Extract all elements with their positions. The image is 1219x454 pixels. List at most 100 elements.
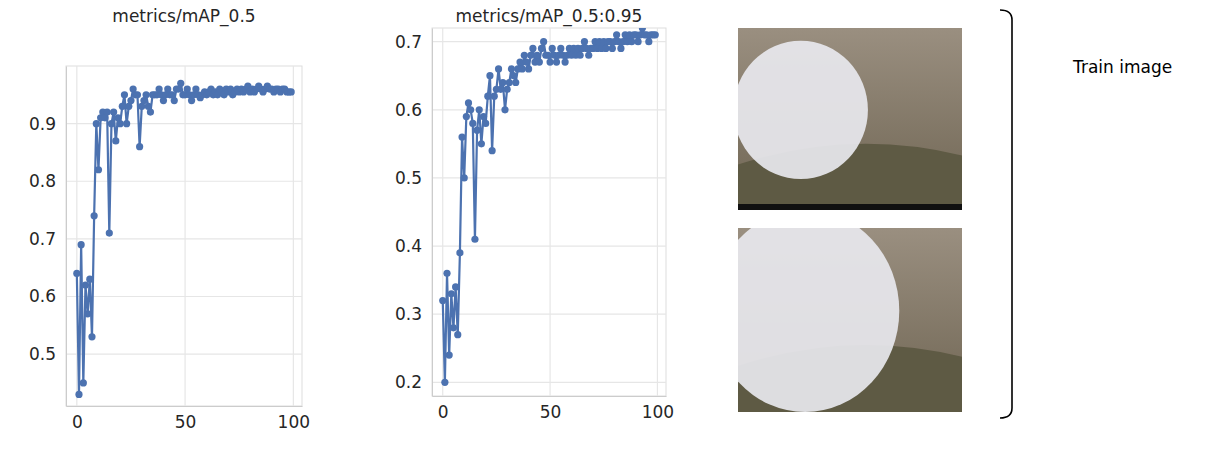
data-point bbox=[82, 281, 89, 288]
data-point bbox=[86, 276, 93, 283]
data-point bbox=[171, 97, 178, 104]
data-point bbox=[562, 58, 569, 65]
grid bbox=[432, 28, 666, 396]
data-point bbox=[645, 38, 652, 45]
grid-line bbox=[293, 66, 294, 406]
grid-line bbox=[66, 181, 302, 182]
data-point bbox=[119, 103, 126, 110]
data-point bbox=[84, 310, 91, 317]
tick-label: 0 bbox=[438, 402, 449, 422]
data-point bbox=[93, 120, 100, 127]
data-point bbox=[499, 79, 506, 86]
grid-line bbox=[66, 296, 302, 297]
data-point bbox=[450, 324, 457, 331]
data-point bbox=[469, 120, 476, 127]
axis-line bbox=[66, 67, 67, 407]
data-point bbox=[525, 65, 532, 72]
tick: 0.4 bbox=[395, 236, 432, 256]
data-point bbox=[553, 58, 560, 65]
data-point bbox=[478, 140, 485, 147]
grid-line bbox=[184, 66, 185, 406]
plot-frame bbox=[66, 66, 302, 406]
data-point bbox=[463, 113, 470, 120]
data-point bbox=[491, 93, 498, 100]
data-point bbox=[465, 99, 472, 106]
image-label: Train image bbox=[1072, 57, 1172, 77]
data-point bbox=[143, 91, 150, 98]
tick-label: 0.2 bbox=[395, 372, 422, 392]
tick: 0 bbox=[438, 396, 449, 422]
data-point bbox=[121, 91, 128, 98]
data-point bbox=[527, 52, 534, 59]
data-point bbox=[523, 58, 530, 65]
tick-label: 0.7 bbox=[395, 32, 422, 52]
data-point bbox=[441, 379, 448, 386]
data-point bbox=[147, 109, 154, 116]
grid-line bbox=[549, 28, 550, 396]
data-point bbox=[112, 137, 119, 144]
data-point bbox=[506, 79, 513, 86]
grid-line bbox=[657, 28, 658, 396]
data-point bbox=[546, 58, 553, 65]
tick: 0.9 bbox=[29, 114, 66, 134]
tick-label: 0.6 bbox=[395, 100, 422, 120]
data-point bbox=[544, 52, 551, 59]
data-point bbox=[88, 333, 95, 340]
chart-panel: 0501000.50.60.70.80.9metrics/mAP_0.5 bbox=[29, 6, 310, 432]
data-point bbox=[581, 38, 588, 45]
chart-title: metrics/mAP_0.5:0.95 bbox=[456, 6, 643, 27]
y-axis: 0.2 0.3 0.4 0.5 0.6 0.7 bbox=[395, 29, 433, 397]
data-point bbox=[75, 391, 82, 398]
tick: 0.7 bbox=[395, 32, 432, 52]
data-point bbox=[486, 72, 493, 79]
tick: 0.3 bbox=[395, 304, 432, 324]
tick-label: 0.9 bbox=[29, 114, 56, 134]
data-point bbox=[439, 297, 446, 304]
data-point bbox=[127, 97, 134, 104]
data-point bbox=[110, 109, 117, 116]
tick: 0.5 bbox=[395, 168, 432, 188]
grid-line bbox=[432, 245, 666, 246]
data-point bbox=[617, 45, 624, 52]
data-point bbox=[461, 174, 468, 181]
data-point bbox=[456, 249, 463, 256]
data-point bbox=[613, 31, 620, 38]
data-point bbox=[471, 236, 478, 243]
data-point bbox=[134, 91, 141, 98]
data-point bbox=[489, 147, 496, 154]
data-point bbox=[95, 166, 102, 173]
tick-label: 50 bbox=[175, 412, 197, 432]
tick: 100 bbox=[642, 396, 674, 422]
data-point bbox=[443, 270, 450, 277]
data-point bbox=[476, 106, 483, 113]
data-point bbox=[448, 290, 455, 297]
tick-label: 0.7 bbox=[29, 229, 56, 249]
tick-label: 50 bbox=[540, 402, 562, 422]
data-point bbox=[538, 45, 545, 52]
data-point bbox=[78, 241, 85, 248]
tick-label: 0 bbox=[72, 412, 83, 432]
x-axis: 0 50 100 bbox=[67, 406, 311, 432]
train-image bbox=[734, 28, 962, 210]
data-point bbox=[652, 31, 659, 38]
data-point bbox=[117, 120, 124, 127]
data-point bbox=[480, 113, 487, 120]
photo-smoke bbox=[738, 228, 899, 412]
data-point bbox=[104, 109, 111, 116]
data-point bbox=[508, 65, 515, 72]
data-point bbox=[458, 133, 465, 140]
axis-line bbox=[432, 29, 433, 397]
plot-area bbox=[73, 80, 295, 398]
data-point bbox=[454, 331, 461, 338]
chart-title: metrics/mAP_0.5 bbox=[112, 6, 255, 27]
grid-line bbox=[432, 314, 666, 315]
grid-line bbox=[432, 382, 666, 383]
tick-label: 0.8 bbox=[29, 171, 56, 191]
data-point bbox=[106, 230, 113, 237]
data-point bbox=[536, 58, 543, 65]
data-point bbox=[484, 93, 491, 100]
data-point bbox=[510, 72, 517, 79]
tick-label: 100 bbox=[278, 412, 310, 432]
tick: 0.6 bbox=[395, 100, 432, 120]
tick-label: 0.6 bbox=[29, 286, 56, 306]
